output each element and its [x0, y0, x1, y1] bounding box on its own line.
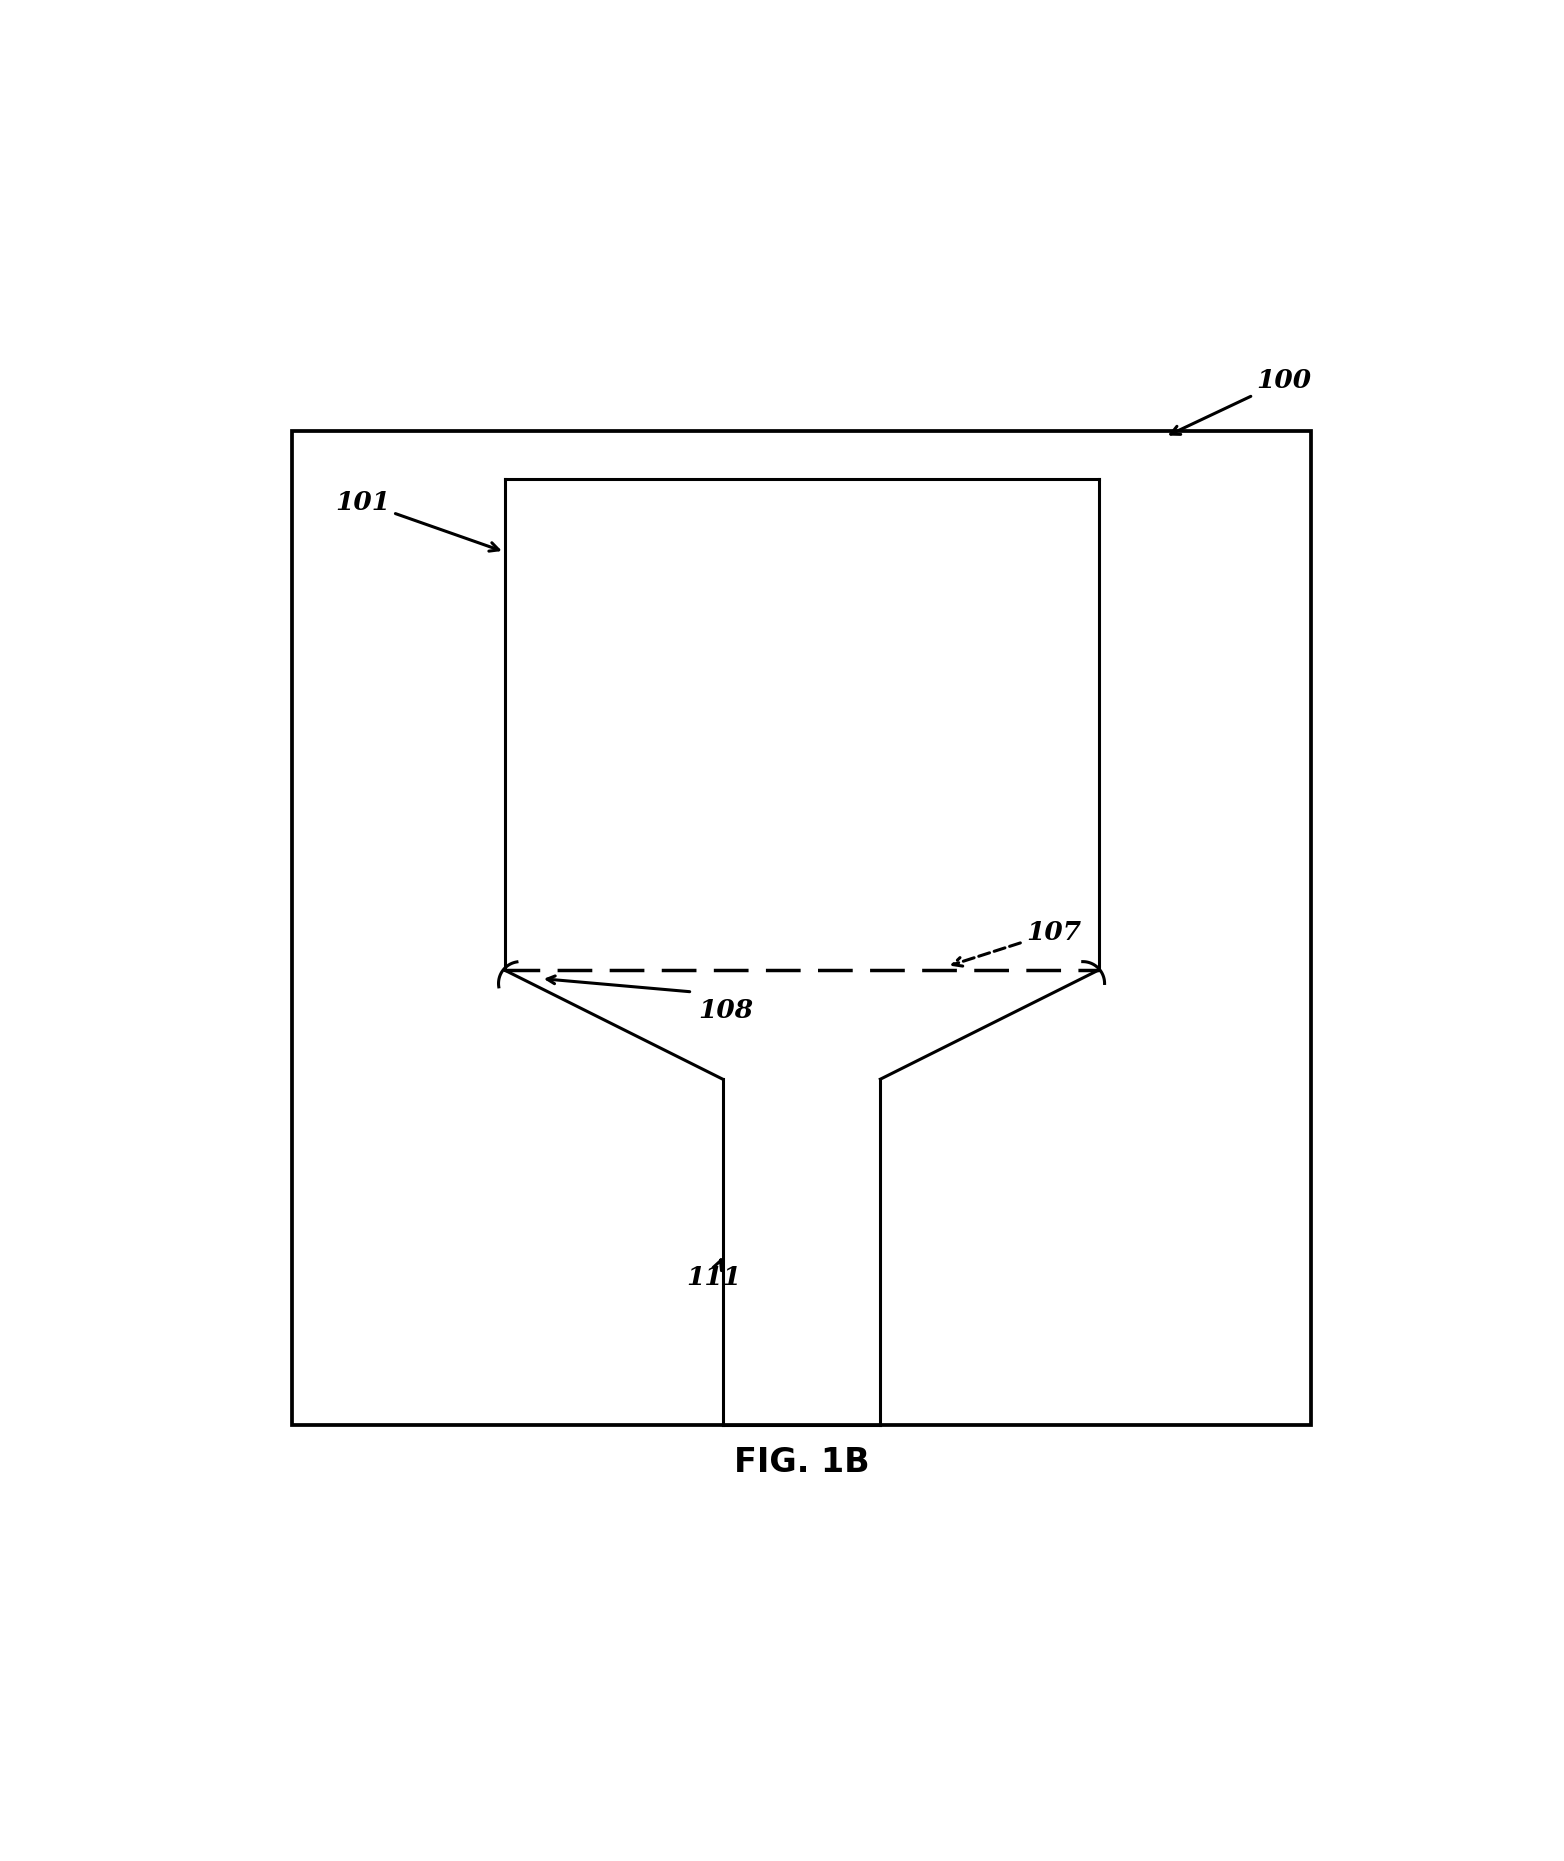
Text: 107: 107	[952, 919, 1081, 966]
Text: 111: 111	[687, 1260, 741, 1290]
Text: 108: 108	[699, 997, 754, 1024]
Bar	[292, 430, 1311, 1426]
Text: 100: 100	[1171, 368, 1311, 434]
Text: 101: 101	[335, 489, 499, 551]
Text: FIG. 1B: FIG. 1B	[734, 1446, 870, 1479]
